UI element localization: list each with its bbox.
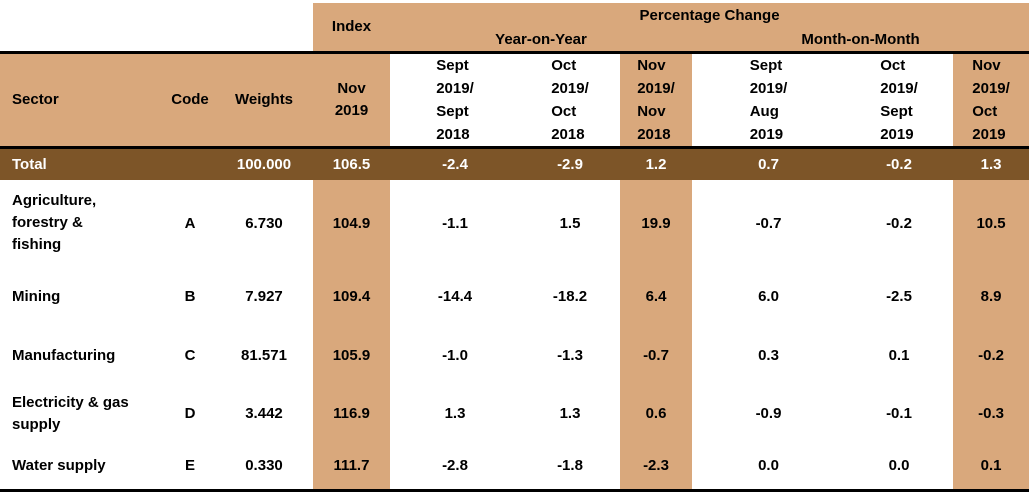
index-cell: 105.9 xyxy=(313,327,390,384)
mom-nov-cell: -0.3 xyxy=(953,384,1029,443)
code-cell: D xyxy=(184,405,196,422)
mom-sept-cell: 0.0 xyxy=(692,443,845,492)
mom-sept-cell: -0.9 xyxy=(755,405,782,422)
column-header-mom-oct: Oct 2019/ Sept 2019 xyxy=(845,52,953,149)
mom-nov-cell: 0.1 xyxy=(953,443,1029,492)
index-cell: 106.5 xyxy=(313,147,390,180)
index-cell: 109.4 xyxy=(313,266,390,327)
sector-cell: Mining xyxy=(12,287,61,305)
mom-sept-cell: 6.0 xyxy=(758,288,779,305)
yoy-nov-cell: 6.4 xyxy=(620,266,692,327)
mom-nov-cell: 8.9 xyxy=(953,266,1029,327)
code-cell: A xyxy=(184,214,196,232)
sector-cell: Water supply xyxy=(0,443,165,492)
yoy-oct-cell: -1.8 xyxy=(520,443,620,492)
code-cell: B xyxy=(184,288,196,305)
weights-cell: 6.730 xyxy=(245,214,283,232)
yoy-nov-cell: -2.3 xyxy=(620,443,692,492)
yoy-oct-cell: 1.5 xyxy=(559,214,581,232)
weights-cell: 100.000 xyxy=(215,147,313,180)
weights-cell: 7.927 xyxy=(245,288,283,305)
table-row-manufacturing: Manufacturing C 81.571 105.9 -1.0 -1.3 -… xyxy=(0,327,1029,384)
yoy-nov-cell: 0.6 xyxy=(620,384,692,443)
percentage-change-header: Percentage Change xyxy=(390,3,1029,28)
mom-sept-cell: -0.7 xyxy=(755,214,782,232)
year-on-year-header: Year-on-Year xyxy=(390,28,692,54)
code-cell xyxy=(165,147,215,180)
column-header-mom-sept: Sept 2019/ Aug 2019 xyxy=(692,52,845,149)
mom-nov-cell: 1.3 xyxy=(953,147,1029,180)
weights-cell: 81.571 xyxy=(241,347,287,364)
code-cell: E xyxy=(165,443,215,492)
column-header-index-nov-2019: Nov 2019 xyxy=(313,52,390,149)
yoy-oct-cell: 1.3 xyxy=(559,405,581,422)
index-group-header: Index xyxy=(313,3,390,54)
mom-nov-cell: 10.5 xyxy=(953,180,1029,266)
column-header-yoy-sept: Sept 2019/ Sept 2018 xyxy=(390,52,520,149)
yoy-sept-cell: -2.4 xyxy=(390,147,520,180)
table-row-electricity-gas-supply: Electricity & gas supply D 3.442 116.9 1… xyxy=(0,384,1029,443)
column-header-code: Code xyxy=(165,52,215,149)
table-row-total: Total 100.000 106.5 -2.4 -2.9 1.2 0.7 -0… xyxy=(0,147,1029,180)
code-cell: C xyxy=(184,347,196,364)
blank-corner xyxy=(0,3,313,54)
column-header-mom-nov: Nov 2019/ Oct 2019 xyxy=(953,52,1029,149)
mom-nov-cell: -0.2 xyxy=(953,327,1029,384)
index-cell: 104.9 xyxy=(313,180,390,266)
month-on-month-header: Month-on-Month xyxy=(692,28,1029,54)
weights-cell: 0.330 xyxy=(215,443,313,492)
yoy-sept-cell: -2.8 xyxy=(390,443,520,492)
yoy-oct-cell: -2.9 xyxy=(520,147,620,180)
mom-oct-cell: -0.2 xyxy=(845,147,953,180)
weights-cell: 3.442 xyxy=(245,405,283,422)
table-row-agriculture-forestry-fishing: Agriculture, forestry & fishing A 6.730 … xyxy=(0,180,1029,266)
mom-sept-cell: 0.3 xyxy=(758,347,779,364)
mom-oct-cell: -2.5 xyxy=(886,288,912,305)
table-row-water-supply: Water supply E 0.330 111.7 -2.8 -1.8 -2.… xyxy=(0,443,1029,492)
yoy-sept-cell: -1.0 xyxy=(442,347,468,364)
sector-cell: Electricity & gas supply xyxy=(12,393,129,433)
sector-cell: Agriculture, forestry & fishing xyxy=(12,192,97,253)
table-row-mining: Mining B 7.927 109.4 -14.4 -18.2 6.4 6.0… xyxy=(0,266,1029,327)
index-cell: 116.9 xyxy=(313,384,390,443)
mom-oct-cell: -0.2 xyxy=(886,214,912,232)
yoy-sept-cell: -1.1 xyxy=(442,214,468,232)
column-header-yoy-oct: Oct 2019/ Oct 2018 xyxy=(520,52,620,149)
yoy-nov-cell: 19.9 xyxy=(620,180,692,266)
yoy-oct-cell: -1.3 xyxy=(557,347,583,364)
yoy-oct-cell: -18.2 xyxy=(552,288,588,305)
mom-oct-cell: -0.1 xyxy=(886,405,912,422)
yoy-nov-cell: 1.2 xyxy=(620,147,692,180)
column-header-weights: Weights xyxy=(215,52,313,149)
yoy-sept-cell: 1.3 xyxy=(444,405,466,422)
mom-sept-cell: 0.7 xyxy=(692,147,845,180)
yoy-nov-cell: -0.7 xyxy=(620,327,692,384)
yoy-sept-cell: -14.4 xyxy=(437,288,473,305)
mom-oct-cell: 0.0 xyxy=(845,443,953,492)
column-header-yoy-nov: Nov 2019/ Nov 2018 xyxy=(620,52,692,149)
sector-cell: Manufacturing xyxy=(12,346,116,364)
column-header-sector: Sector xyxy=(0,52,165,149)
sector-cell: Total xyxy=(0,147,165,180)
mom-oct-cell: 0.1 xyxy=(888,347,910,364)
sector-index-table: Index Percentage Change Year-on-Year Mon… xyxy=(0,3,1029,492)
index-cell: 111.7 xyxy=(313,443,390,492)
